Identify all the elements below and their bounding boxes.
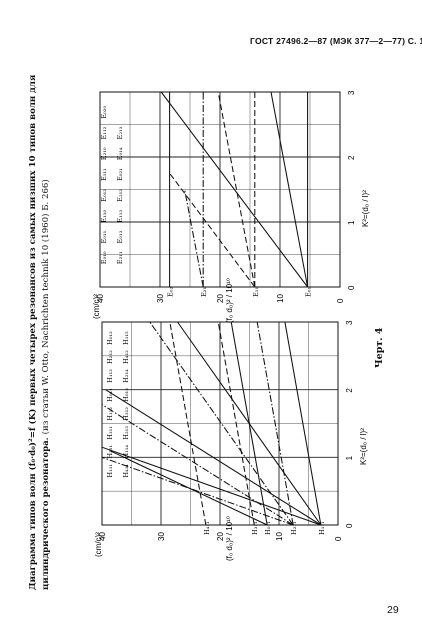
tick-label-value: 40	[98, 532, 107, 541]
mode-label: E₁₁₂	[100, 126, 108, 139]
tick-label-value: 30	[157, 532, 166, 541]
start-label-h: H₁₁₁	[318, 521, 326, 535]
mode-label: E₀₁₁	[100, 230, 108, 243]
mode-label: E₀₁₀	[100, 251, 108, 264]
tick-label-k: 1	[347, 220, 356, 225]
series-line-h111	[284, 321, 322, 526]
mode-label: H₂₁₄	[122, 369, 130, 383]
mode-label: H₁₁₄	[122, 445, 130, 459]
mode-label: E₀₁₄	[116, 147, 124, 160]
mode-label: E₀₂₀	[100, 106, 108, 119]
start-label-h: H₂₁₁	[290, 521, 298, 535]
series-line-h311	[217, 321, 255, 526]
tick-label-k: 3	[347, 90, 356, 95]
mode-label: H₃₁₂	[122, 407, 130, 421]
tick-label-value: 40	[96, 294, 105, 303]
mode-label: H₄₁₂	[122, 350, 130, 364]
start-label-e: E₀₁	[305, 287, 313, 297]
series-line-e111	[217, 91, 256, 288]
mode-label: H₂₁₁	[106, 445, 114, 459]
mode-label: H₄₁₁	[122, 464, 130, 478]
mode-label: H₁₁₅	[122, 331, 130, 345]
tick-label-k: 1	[345, 455, 354, 460]
start-label-e: E₁₁	[252, 287, 260, 297]
tick-label-value: 30	[156, 294, 165, 303]
series-line-h012	[109, 450, 268, 526]
series-line-e211	[184, 189, 204, 288]
tick-label-value: 0	[336, 298, 345, 303]
series-line-h211	[256, 321, 294, 526]
mode-label: H₀₁₂	[106, 331, 114, 345]
mode-label: E₁₁₃	[116, 210, 124, 223]
series-line-e012	[160, 91, 309, 288]
mode-label: H₁₁₂	[106, 407, 114, 421]
mode-label: E₁₁₁	[100, 168, 108, 181]
y-axis-title: (f₀ d₀)² / 10¹⁰	[225, 278, 234, 323]
series-line-e011	[270, 91, 309, 288]
mode-label: E₂₁₃	[116, 126, 124, 139]
y-axis-unit: (cm/c)²	[92, 294, 101, 319]
series-line-h212	[149, 321, 294, 526]
tick-label-value: 20	[216, 532, 225, 541]
start-label-h: H₀₁₁	[264, 521, 272, 535]
tick-label-value: 0	[334, 536, 343, 541]
mode-label: E₀₂₁	[116, 168, 124, 181]
plot-frame	[99, 91, 341, 288]
start-label-e: E₂₁	[200, 287, 208, 297]
y-axis-title: (f₀ d₀)² / 10¹⁰	[225, 516, 234, 561]
mode-label: H₁₁₁	[106, 464, 114, 478]
series-line-h214	[101, 456, 294, 526]
mode-label: H₀₁₁	[106, 388, 114, 402]
series-line-h011	[230, 321, 268, 526]
page-header: ГОСТ 27496.2—87 (МЭК 377—2—77) С. 14	[250, 36, 422, 46]
mode-label: E₀₁₃	[116, 230, 124, 243]
series-line-h213	[101, 404, 294, 526]
plot-frame	[101, 321, 339, 526]
mode-label: E₂₁₁	[116, 251, 124, 264]
tick-label-k: 0	[347, 285, 356, 290]
series-line-h411	[169, 321, 207, 526]
tick-label-k: 0	[345, 523, 354, 528]
tick-label-value: 10	[275, 532, 284, 541]
mode-label: H₀₁₃	[122, 388, 130, 402]
x-axis-title: K²=(d₀ / l)²	[359, 428, 368, 465]
mode-label: E₂₁₂	[116, 189, 124, 202]
series-line-e112	[169, 172, 256, 288]
y-axis-unit: (cm/c)²	[94, 532, 103, 557]
mode-label: E₀₁₂	[100, 189, 108, 202]
mode-label: H₁₁₃	[106, 369, 114, 383]
tick-label-k: 2	[345, 388, 354, 393]
mode-label: E₁₁₀	[100, 210, 108, 223]
start-label-h: H₄₁₁	[203, 521, 211, 535]
tick-label-k: 3	[345, 320, 354, 325]
mode-label: H₂₁₂	[106, 350, 114, 364]
mode-label: H₂₁₃	[122, 426, 130, 440]
page-number: 29	[387, 604, 399, 616]
start-label-h: H₃₁₁	[251, 521, 259, 535]
x-axis-title: K²=(d₀ / l)²	[361, 190, 370, 227]
tick-label-k: 2	[347, 155, 356, 160]
series-line-h113	[105, 389, 322, 526]
mode-label: E₂₁₀	[100, 147, 108, 160]
series-line-h114	[101, 446, 322, 526]
tick-label-value: 20	[216, 294, 225, 303]
start-label-e: E₀₂	[167, 287, 175, 297]
mode-label: H₃₁₁	[106, 426, 114, 440]
tick-label-value: 10	[276, 294, 285, 303]
